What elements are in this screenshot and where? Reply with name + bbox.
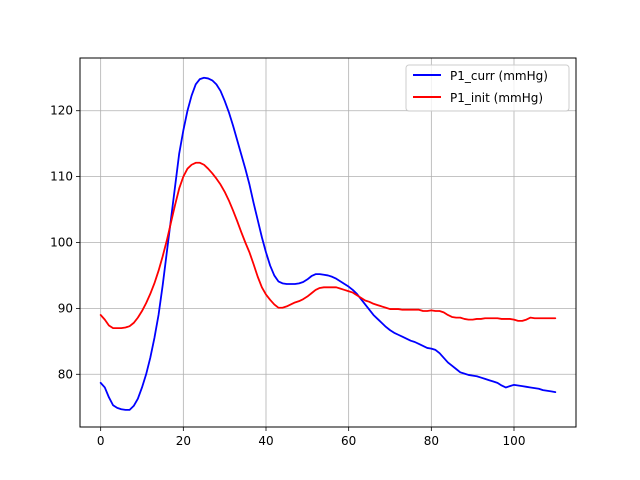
y-tick-label: 100 xyxy=(50,236,73,250)
x-tick-label: 20 xyxy=(176,434,191,448)
x-tick-label: 60 xyxy=(341,434,356,448)
x-tick-label: 80 xyxy=(424,434,439,448)
series-layer xyxy=(99,76,557,411)
x-axis: 0 20 40 60 80 100 xyxy=(97,427,526,448)
y-axis: 80 90 100 110 120 xyxy=(50,104,80,381)
x-tick-label: 0 xyxy=(97,434,105,448)
legend-label-p1-init: P1_init (mmHg) xyxy=(450,91,543,105)
x-tick-label: 40 xyxy=(258,434,273,448)
x-tick-label: 100 xyxy=(503,434,526,448)
legend-label-p1-curr: P1_curr (mmHg) xyxy=(450,69,548,83)
series-line-p1-init xyxy=(99,161,557,330)
series-line-p1-curr xyxy=(99,76,557,411)
y-tick-label: 110 xyxy=(50,170,73,184)
y-tick-label: 90 xyxy=(58,301,73,315)
y-tick-label: 80 xyxy=(58,367,73,381)
legend-box xyxy=(405,64,570,112)
legend: P1_curr (mmHg) P1_init (mmHg) xyxy=(405,64,570,112)
y-tick-label: 120 xyxy=(50,104,73,118)
